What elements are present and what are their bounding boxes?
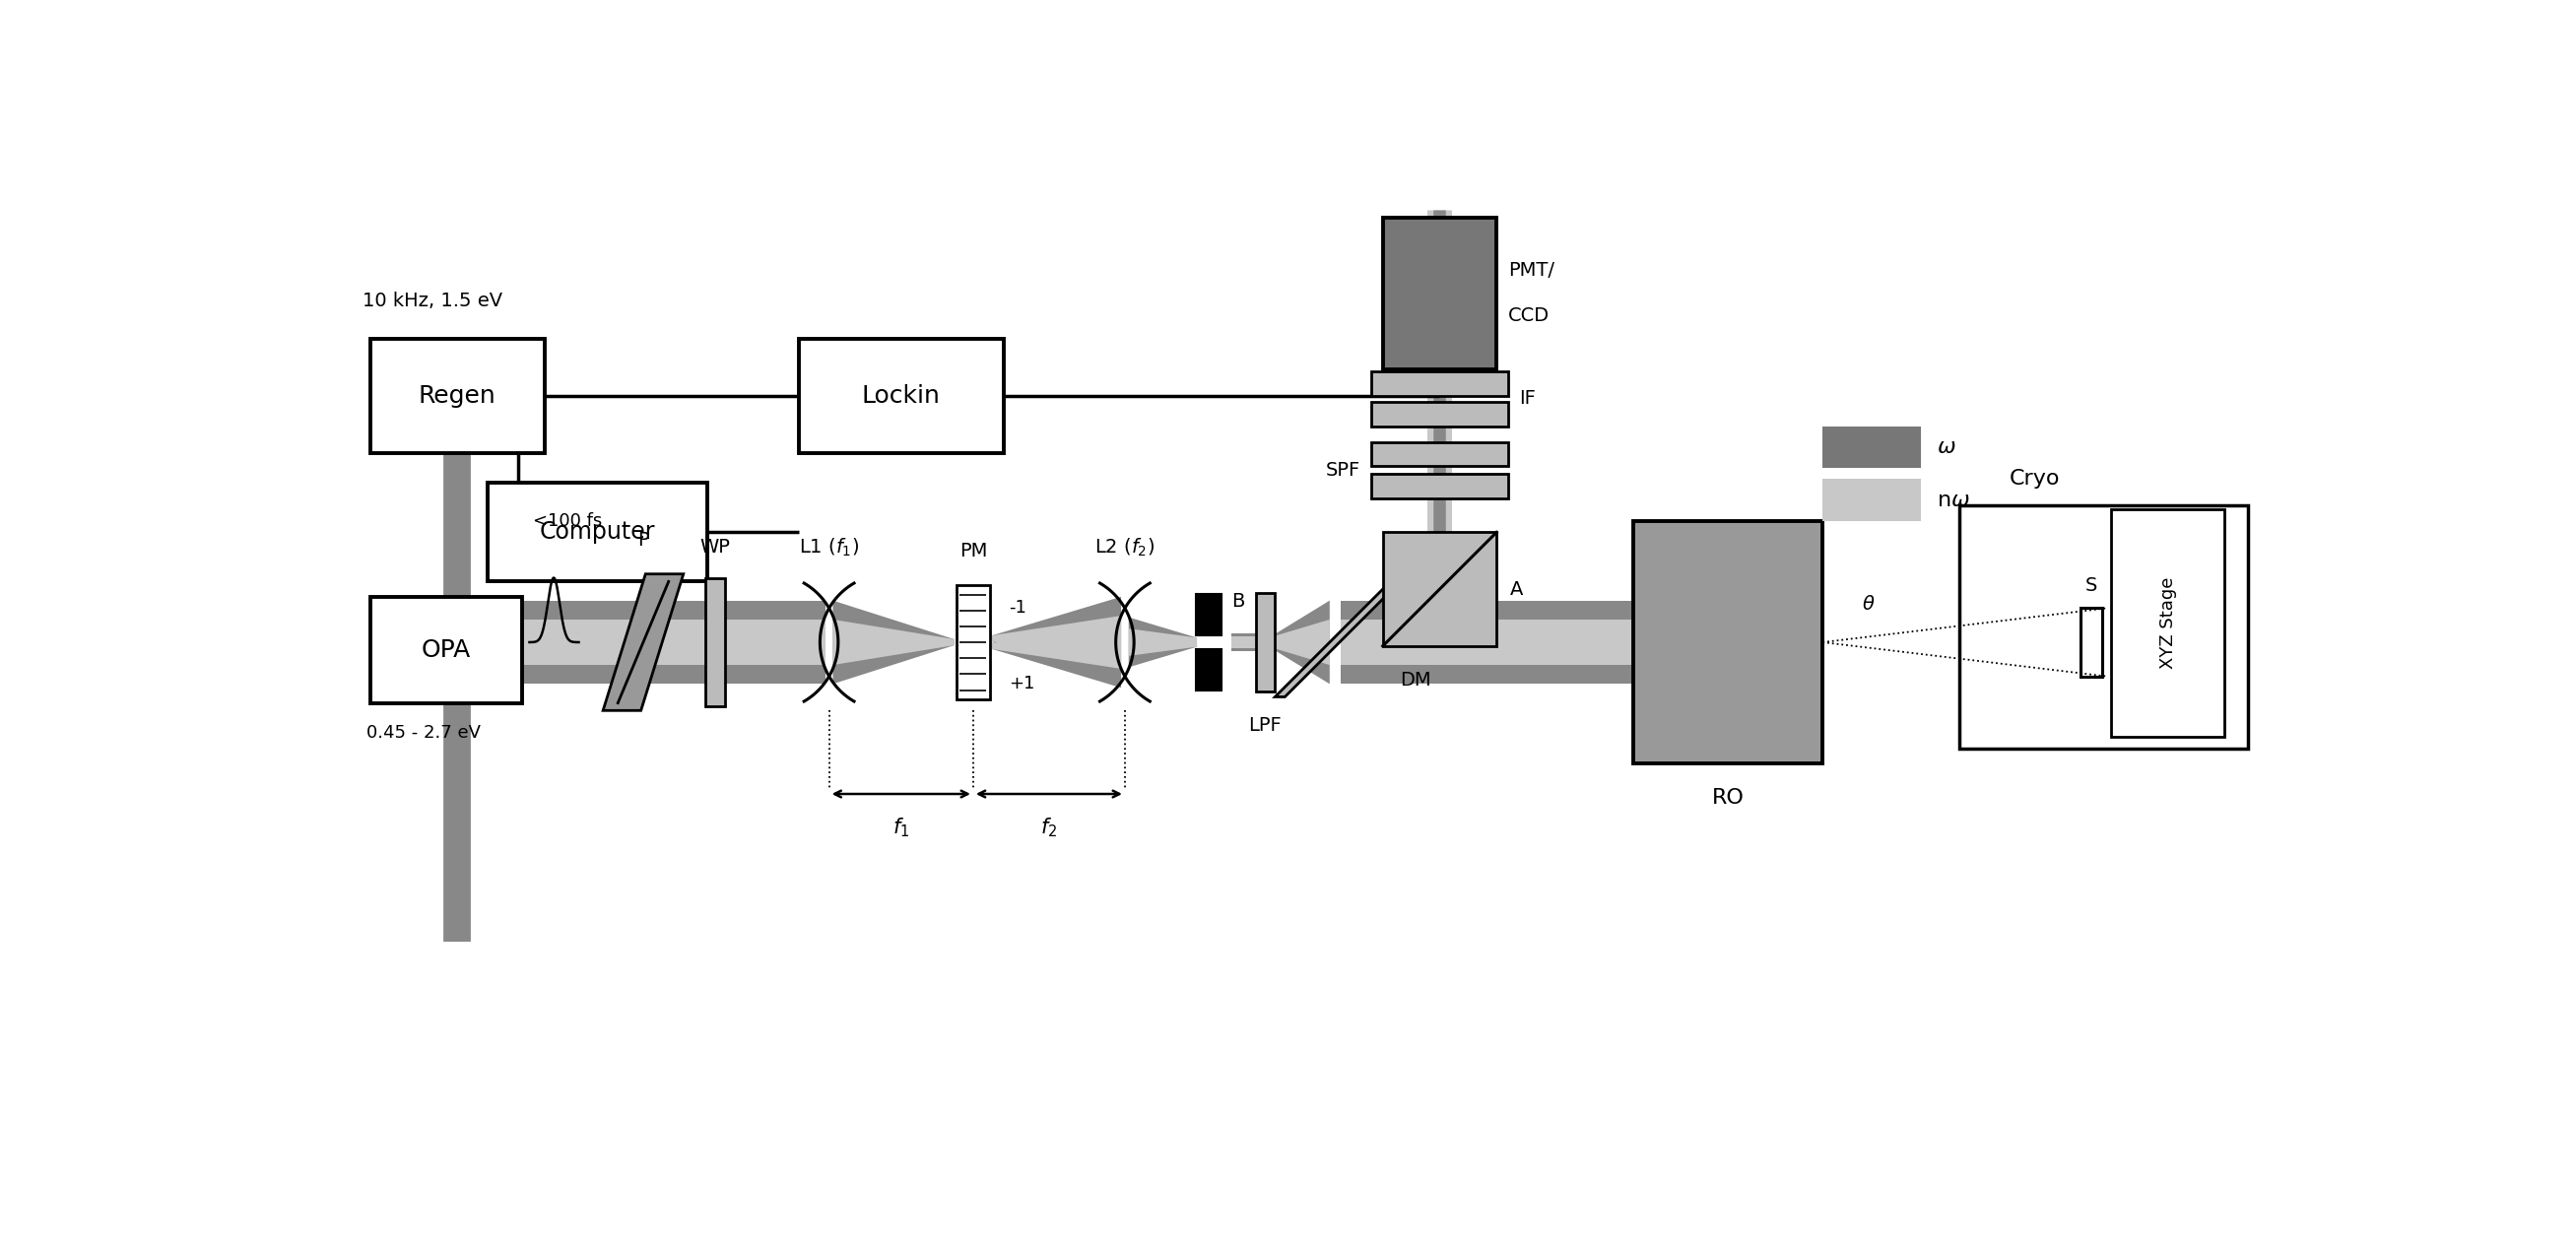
Polygon shape: [1231, 634, 1262, 651]
Polygon shape: [1383, 532, 1497, 646]
Text: A: A: [1510, 580, 1522, 599]
Bar: [1824, 479, 1922, 521]
Text: P: P: [636, 530, 649, 549]
Text: $\omega$: $\omega$: [1937, 437, 1955, 458]
Text: L1 ($f_1$): L1 ($f_1$): [799, 536, 860, 559]
Polygon shape: [992, 616, 1121, 661]
Bar: [956, 585, 989, 699]
Text: WP: WP: [701, 538, 732, 556]
Text: PMT/: PMT/: [1507, 261, 1553, 280]
Text: +1: +1: [1010, 675, 1036, 692]
Bar: [1633, 521, 1824, 764]
Bar: [371, 596, 523, 703]
Polygon shape: [1633, 600, 1824, 684]
Bar: [1370, 442, 1507, 466]
Text: n$\omega$: n$\omega$: [1937, 490, 1971, 510]
Text: IF: IF: [1520, 390, 1535, 409]
Polygon shape: [992, 596, 1121, 680]
Text: <100 fs: <100 fs: [533, 512, 603, 530]
Bar: [1370, 474, 1507, 499]
Polygon shape: [992, 624, 1121, 669]
Text: $f_1$: $f_1$: [894, 816, 909, 840]
Polygon shape: [1128, 629, 1198, 656]
Polygon shape: [603, 574, 683, 710]
Bar: [2081, 608, 2102, 676]
Text: Cryo: Cryo: [2009, 469, 2061, 489]
Polygon shape: [1270, 620, 1329, 665]
Polygon shape: [523, 600, 824, 684]
Bar: [1370, 401, 1507, 426]
Text: PM: PM: [958, 541, 987, 560]
Text: SPF: SPF: [1324, 461, 1360, 480]
Text: L2 ($f_2$): L2 ($f_2$): [1095, 536, 1154, 559]
Bar: [2110, 510, 2226, 737]
Polygon shape: [1231, 636, 1262, 649]
Text: CCD: CCD: [1507, 306, 1548, 325]
Text: Lockin: Lockin: [863, 384, 940, 408]
Bar: [1960, 506, 2246, 749]
Text: XYZ Stage: XYZ Stage: [2159, 578, 2177, 669]
Polygon shape: [523, 620, 824, 665]
Bar: [1370, 371, 1507, 396]
Text: S: S: [2084, 576, 2097, 595]
Polygon shape: [1633, 620, 1824, 665]
Text: Computer: Computer: [541, 520, 654, 544]
Text: $f_2$: $f_2$: [1041, 816, 1059, 840]
Bar: [799, 339, 1005, 452]
Polygon shape: [1128, 618, 1198, 668]
Bar: [1195, 594, 1221, 635]
Bar: [1195, 649, 1221, 691]
Text: $\theta$: $\theta$: [1862, 595, 1875, 614]
Polygon shape: [992, 604, 1121, 688]
Text: B: B: [1231, 592, 1244, 611]
Polygon shape: [832, 620, 953, 665]
Polygon shape: [1342, 600, 1633, 684]
Text: 10 kHz, 1.5 eV: 10 kHz, 1.5 eV: [363, 291, 502, 310]
Text: Regen: Regen: [420, 384, 497, 408]
Text: DM: DM: [1399, 671, 1430, 690]
Bar: [371, 339, 544, 452]
Polygon shape: [1270, 600, 1329, 684]
Text: 0.45 - 2.7 eV: 0.45 - 2.7 eV: [366, 725, 482, 742]
Text: OPA: OPA: [422, 638, 471, 661]
Polygon shape: [1342, 620, 1633, 665]
Bar: [1383, 217, 1497, 369]
Bar: [487, 482, 708, 581]
Polygon shape: [832, 600, 953, 684]
Text: -1: -1: [1010, 599, 1028, 618]
Bar: [706, 578, 726, 706]
Text: LPF: LPF: [1249, 716, 1283, 735]
Text: RO: RO: [1710, 788, 1744, 808]
Bar: [1824, 426, 1922, 468]
Polygon shape: [1275, 587, 1394, 696]
Bar: [1257, 592, 1275, 691]
